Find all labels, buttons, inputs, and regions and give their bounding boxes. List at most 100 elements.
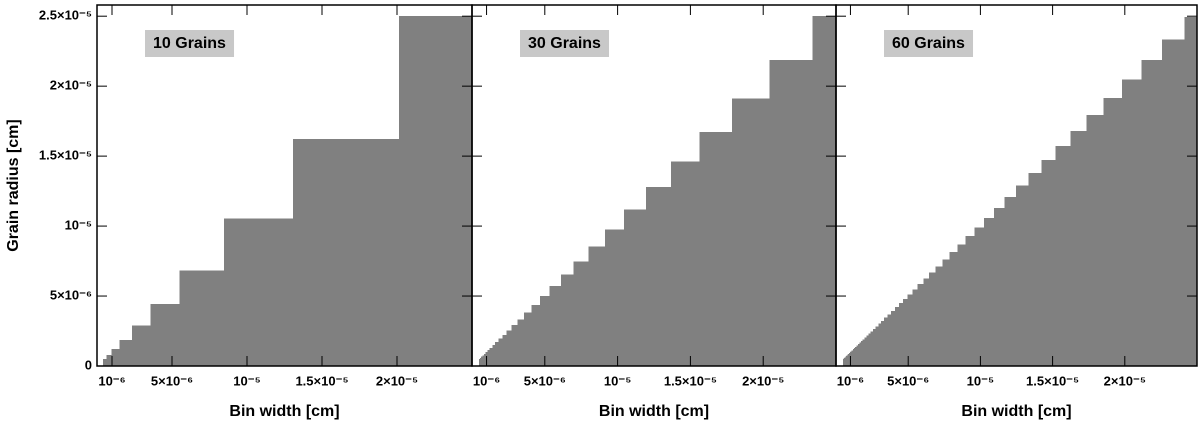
step-bar — [131, 325, 152, 366]
plot-area — [478, 16, 836, 366]
step-bar — [884, 317, 889, 366]
x-tick-label: 1.5×10⁻⁵ — [295, 373, 348, 388]
plot-area — [843, 17, 1197, 366]
step-bar — [864, 337, 867, 366]
step-bar — [853, 348, 856, 366]
step-bar — [588, 246, 606, 366]
x-tick-label: 10⁻⁶ — [473, 373, 500, 388]
step-bar — [856, 345, 859, 366]
step-bar — [111, 349, 121, 366]
step-bar — [1016, 185, 1030, 366]
step-bar — [860, 341, 864, 366]
step-bar — [847, 354, 849, 366]
x-tick-label: 1.5×10⁻⁵ — [1026, 373, 1079, 388]
step-bar — [859, 342, 862, 366]
step-bar — [935, 266, 943, 366]
y-tick-label: 2×10⁻⁵ — [50, 78, 92, 93]
step-bar — [482, 355, 485, 366]
step-bar — [573, 261, 589, 366]
step-bar — [293, 139, 400, 366]
step-bar — [942, 259, 951, 366]
panel-label-box — [520, 30, 610, 57]
step-bar — [119, 339, 133, 366]
step-bar — [531, 304, 541, 366]
step-bar — [862, 339, 866, 366]
x-tick-label: 2×10⁻⁵ — [742, 373, 784, 388]
plot-frame — [835, 4, 1198, 367]
panel-label: 60 Grains — [892, 35, 965, 52]
step-bar — [498, 338, 503, 366]
step-bar — [106, 355, 113, 366]
step-bar — [894, 307, 900, 366]
step-bar — [150, 304, 181, 366]
panel-label-box — [884, 30, 974, 57]
x-tick-label: 10⁻⁶ — [837, 373, 864, 388]
panel-label: 30 Grains — [528, 35, 601, 52]
step-bar — [929, 272, 937, 366]
step-bar — [878, 323, 882, 366]
y-tick-label: 2.5×10⁻⁵ — [39, 8, 92, 23]
step-bar — [848, 353, 851, 366]
step-bar — [870, 331, 874, 366]
step-bar — [1070, 131, 1088, 366]
x-tick-label: 10⁻⁵ — [604, 373, 631, 388]
step-bar — [866, 335, 870, 366]
step-bar — [923, 278, 930, 366]
x-tick-label: 2×10⁻⁵ — [1104, 373, 1146, 388]
x-tick-label: 10⁻⁵ — [967, 373, 994, 388]
step-bar — [1162, 39, 1186, 366]
step-bar — [224, 218, 294, 366]
step-bar — [875, 326, 879, 366]
step-bar — [852, 349, 855, 366]
step-bar — [881, 320, 885, 366]
step-bar — [502, 334, 508, 366]
step-bar — [670, 161, 701, 366]
step-bar — [912, 289, 919, 366]
step-bar — [857, 344, 860, 366]
step-bar — [645, 187, 672, 366]
step-bar — [478, 358, 481, 366]
step-bar — [506, 330, 513, 366]
panel-label-box — [145, 30, 235, 57]
step-bar — [399, 16, 472, 366]
step-bar — [855, 346, 858, 366]
step-bar — [769, 60, 813, 366]
y-tick-label: 0 — [85, 357, 92, 372]
step-bar — [957, 244, 967, 366]
step-bar — [974, 227, 985, 366]
step-bar — [604, 229, 625, 366]
step-bar — [103, 358, 108, 366]
step-bar — [523, 312, 533, 366]
step-bar — [845, 356, 847, 366]
x-axis-label: Bin width [cm] — [961, 403, 1071, 420]
step-bar — [489, 347, 493, 366]
step-bar — [917, 284, 924, 366]
step-bar — [517, 319, 525, 366]
step-bar — [983, 217, 995, 366]
panel-label: 10 Grains — [153, 35, 226, 52]
y-tick-label: 5×10⁻⁶ — [50, 287, 92, 302]
step-bar — [1184, 17, 1197, 366]
step-bar — [887, 314, 892, 366]
step-bar — [993, 207, 1006, 366]
y-tick-label: 1.5×10⁻⁵ — [39, 148, 92, 163]
x-tick-label: 2×10⁻⁵ — [376, 373, 418, 388]
step-bar — [624, 209, 647, 366]
step-bar — [845, 356, 848, 366]
step-bar — [949, 252, 958, 366]
step-bar — [732, 98, 771, 366]
step-bar — [511, 325, 519, 366]
x-tick-label: 5×10⁻⁶ — [887, 373, 929, 388]
step-bar — [848, 353, 850, 366]
step-bar — [179, 270, 225, 366]
step-bar — [492, 345, 496, 366]
y-axis-label: Grain radius [cm] — [5, 119, 22, 251]
step-bar — [1103, 97, 1123, 366]
x-tick-label: 5×10⁻⁶ — [151, 373, 193, 388]
step-bar — [868, 333, 872, 366]
step-bar — [907, 294, 914, 366]
step-bar — [560, 274, 575, 366]
step-bar — [1028, 173, 1043, 366]
x-tick-label: 1.5×10⁻⁵ — [664, 373, 717, 388]
y-tick-label: 10⁻⁵ — [65, 218, 92, 233]
